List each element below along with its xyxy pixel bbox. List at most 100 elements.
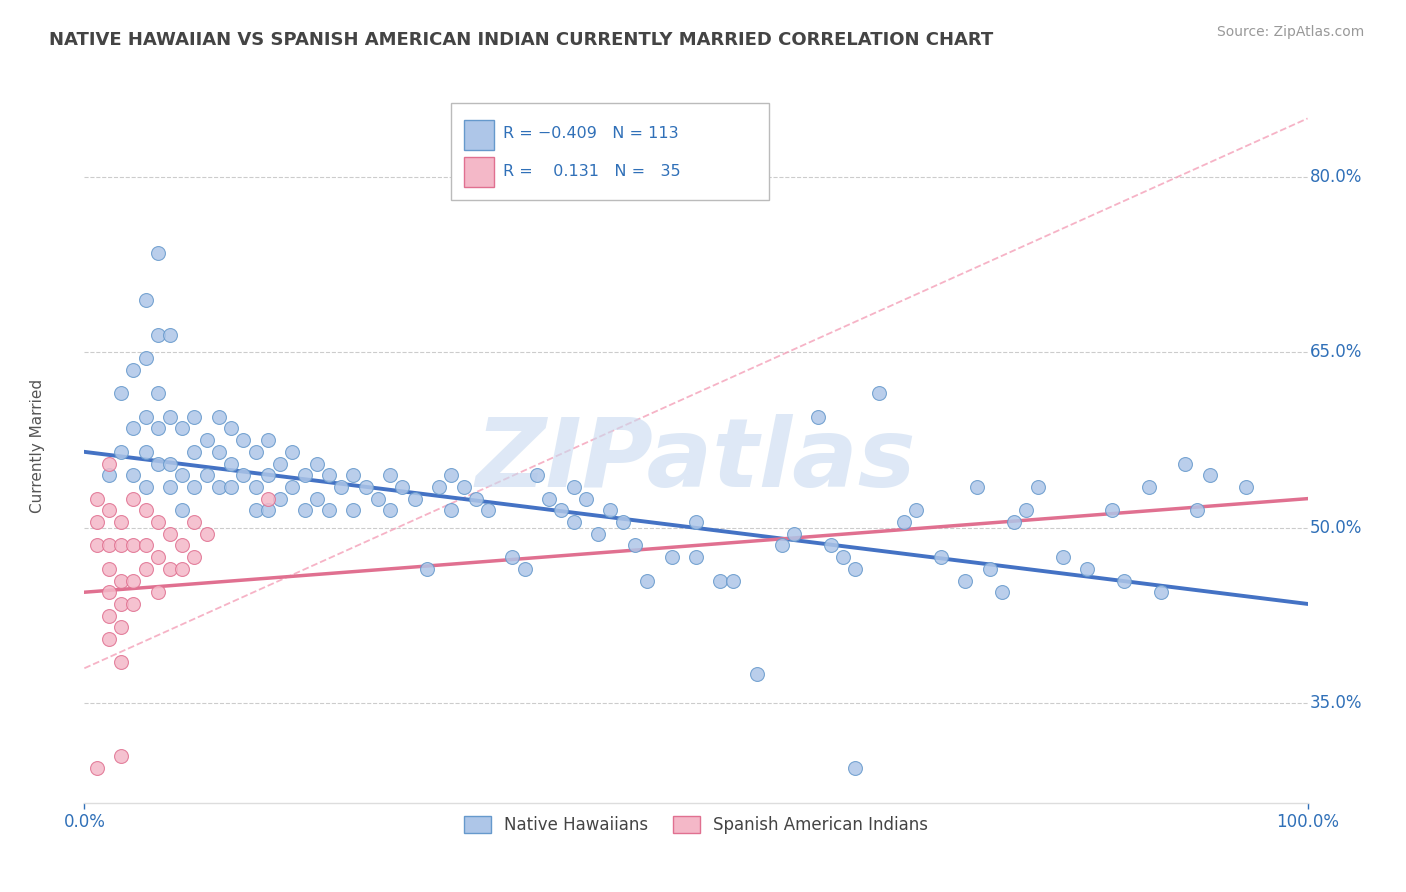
Point bbox=[1150, 585, 1173, 599]
Point bbox=[122, 468, 145, 483]
Point bbox=[685, 550, 707, 565]
Point bbox=[110, 386, 132, 401]
Point bbox=[135, 480, 157, 494]
Point bbox=[380, 468, 402, 483]
Point bbox=[502, 550, 524, 565]
Point bbox=[281, 480, 304, 494]
Point bbox=[257, 491, 280, 506]
Point bbox=[893, 515, 915, 529]
Point bbox=[831, 550, 853, 565]
Point bbox=[367, 491, 389, 506]
Point bbox=[330, 480, 353, 494]
Point bbox=[146, 327, 169, 342]
Point bbox=[122, 574, 145, 588]
Point bbox=[245, 445, 267, 459]
Point bbox=[440, 503, 463, 517]
Point bbox=[135, 351, 157, 366]
Point bbox=[110, 574, 132, 588]
Point bbox=[97, 503, 120, 517]
Point bbox=[232, 468, 254, 483]
Point bbox=[905, 503, 928, 517]
Point bbox=[416, 562, 439, 576]
Point bbox=[294, 503, 316, 517]
Point bbox=[146, 585, 169, 599]
Text: NATIVE HAWAIIAN VS SPANISH AMERICAN INDIAN CURRENTLY MARRIED CORRELATION CHART: NATIVE HAWAIIAN VS SPANISH AMERICAN INDI… bbox=[49, 31, 994, 49]
Text: 50.0%: 50.0% bbox=[1310, 519, 1362, 537]
Point bbox=[195, 526, 218, 541]
Point bbox=[183, 409, 205, 424]
Point bbox=[195, 468, 218, 483]
Point bbox=[146, 421, 169, 435]
Point bbox=[318, 503, 340, 517]
Point bbox=[820, 538, 842, 552]
Point bbox=[1028, 480, 1050, 494]
Point bbox=[159, 526, 181, 541]
Point bbox=[1114, 574, 1136, 588]
Point bbox=[1187, 503, 1209, 517]
Point bbox=[135, 538, 157, 552]
Point bbox=[342, 468, 364, 483]
Point bbox=[146, 386, 169, 401]
Point bbox=[953, 574, 976, 588]
Point bbox=[453, 480, 475, 494]
Point bbox=[586, 526, 609, 541]
Point bbox=[342, 503, 364, 517]
Point bbox=[464, 491, 486, 506]
Point bbox=[97, 538, 120, 552]
Point bbox=[269, 491, 291, 506]
Point bbox=[318, 468, 340, 483]
Point bbox=[86, 491, 108, 506]
Point bbox=[721, 574, 744, 588]
Point bbox=[1076, 562, 1098, 576]
Point bbox=[219, 457, 242, 471]
Point bbox=[172, 468, 194, 483]
Point bbox=[159, 562, 181, 576]
Point bbox=[354, 480, 377, 494]
Point bbox=[440, 468, 463, 483]
Text: 65.0%: 65.0% bbox=[1310, 343, 1362, 361]
Text: Source: ZipAtlas.com: Source: ZipAtlas.com bbox=[1216, 25, 1364, 39]
Point bbox=[122, 491, 145, 506]
Point bbox=[380, 503, 402, 517]
Point bbox=[146, 246, 169, 260]
Point bbox=[172, 538, 194, 552]
Point bbox=[86, 538, 108, 552]
Point bbox=[550, 503, 572, 517]
Point bbox=[146, 515, 169, 529]
Point bbox=[86, 761, 108, 775]
Point bbox=[1052, 550, 1074, 565]
Point bbox=[245, 503, 267, 517]
Point bbox=[208, 480, 231, 494]
Text: Currently Married: Currently Married bbox=[31, 379, 45, 513]
Point bbox=[844, 761, 866, 775]
Point bbox=[159, 457, 181, 471]
Point bbox=[844, 562, 866, 576]
Point bbox=[427, 480, 450, 494]
Point bbox=[245, 480, 267, 494]
Point bbox=[747, 667, 769, 681]
Point bbox=[575, 491, 598, 506]
Point bbox=[159, 409, 181, 424]
Text: R =    0.131   N =   35: R = 0.131 N = 35 bbox=[503, 164, 681, 178]
Point bbox=[172, 562, 194, 576]
Point bbox=[159, 327, 181, 342]
Point bbox=[110, 445, 132, 459]
Bar bbox=[464, 120, 494, 150]
Point bbox=[1174, 457, 1197, 471]
Point bbox=[208, 409, 231, 424]
Point bbox=[97, 632, 120, 646]
Point bbox=[219, 480, 242, 494]
Point bbox=[562, 480, 585, 494]
Text: 80.0%: 80.0% bbox=[1310, 168, 1362, 186]
Point bbox=[172, 421, 194, 435]
Point bbox=[526, 468, 548, 483]
Point bbox=[97, 468, 120, 483]
Point bbox=[97, 585, 120, 599]
Point bbox=[991, 585, 1014, 599]
Text: ZIPatlas: ZIPatlas bbox=[475, 414, 917, 507]
Point bbox=[110, 597, 132, 611]
Point bbox=[183, 480, 205, 494]
Point bbox=[1137, 480, 1160, 494]
Point bbox=[97, 457, 120, 471]
Point bbox=[232, 433, 254, 447]
